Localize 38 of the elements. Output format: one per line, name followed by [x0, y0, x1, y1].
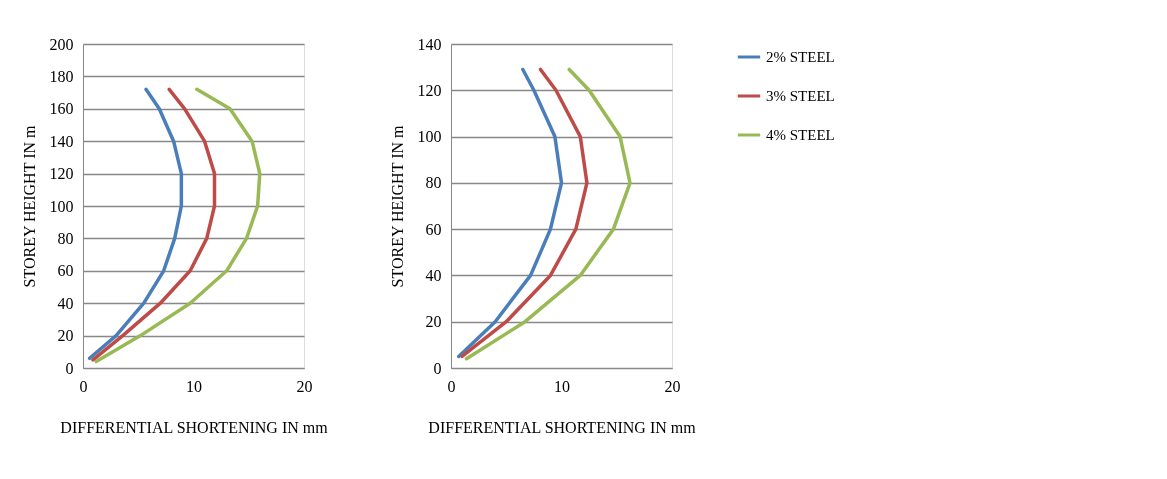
y-tick-label: 120: [417, 81, 442, 99]
y-tick-label: 100: [49, 197, 74, 215]
legend-label: 3% STEEL: [766, 88, 835, 104]
x-tick-label: 20: [664, 377, 681, 395]
y-tick-label: 20: [57, 327, 74, 345]
y-tick-label: 180: [49, 67, 74, 85]
y-axis-title: STOREY HEIGHT IN m: [20, 124, 38, 288]
y-axis-title: STOREY HEIGHT IN m: [388, 124, 406, 288]
x-tick-label: 10: [554, 377, 570, 395]
y-tick-label: 200: [49, 35, 74, 53]
y-tick-label: 80: [425, 174, 442, 192]
x-tick-label: 20: [296, 377, 313, 395]
y-tick-label: 120: [49, 165, 74, 183]
line-series: [460, 67, 589, 359]
y-tick-label: 40: [57, 294, 74, 312]
line-series: [94, 87, 262, 364]
y-tick-label: 60: [57, 262, 74, 280]
x-tick-label: 0: [447, 377, 456, 395]
x-axis-title: DIFFERENTIAL SHORTENING IN mm: [60, 418, 329, 436]
x-tick-label: 0: [79, 377, 88, 395]
legend-label: 2% STEEL: [766, 49, 835, 65]
y-tick-label: 60: [425, 220, 442, 238]
x-tick-label: 10: [186, 377, 202, 395]
y-tick-label: 0: [433, 359, 442, 377]
y-tick-label: 140: [417, 35, 442, 53]
line-series: [456, 67, 564, 359]
y-tick-label: 80: [57, 229, 74, 247]
x-axis-title: DIFFERENTIAL SHORTENING IN mm: [428, 418, 697, 436]
y-tick-label: 160: [49, 100, 74, 118]
y-tick-label: 20: [425, 313, 442, 331]
line-series: [464, 67, 632, 361]
line-series: [87, 87, 184, 361]
y-tick-label: 100: [417, 128, 442, 146]
y-tick-label: 0: [65, 359, 74, 377]
line-series: [91, 87, 217, 362]
legend-label: 4% STEEL: [766, 127, 835, 143]
y-tick-label: 140: [49, 132, 74, 150]
y-tick-label: 40: [425, 266, 442, 284]
